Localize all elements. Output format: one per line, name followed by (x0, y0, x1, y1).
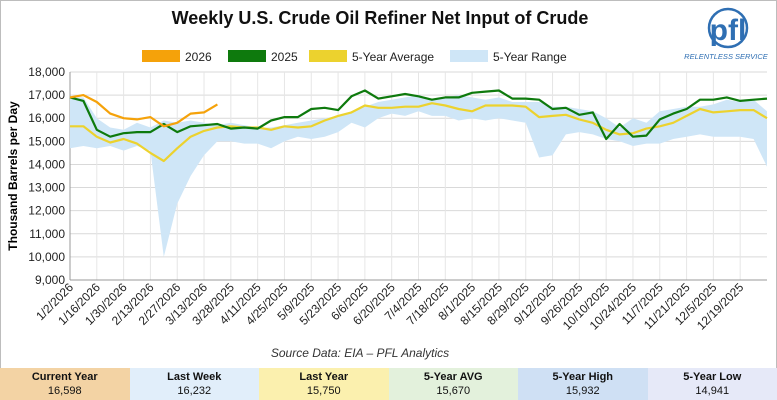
stat-label: Current Year (31, 371, 98, 383)
range-band (70, 95, 767, 257)
y-tick-label: 10,000 (28, 250, 65, 264)
y-axis-label: Thousand Barrels per Day (6, 101, 20, 251)
pfl-logo: pfl RELENTLESS SERVICE (684, 7, 769, 61)
legend-item-2026: 2026 (142, 50, 212, 66)
stat-last-week: Last Week 16,232 (129, 368, 259, 400)
source-note: Source Data: EIA – PFL Analytics (270, 346, 450, 360)
series-lines (69, 89, 768, 163)
legend-label-2025: 2025 (271, 50, 298, 64)
legend-swatch-5yr-average (309, 50, 347, 62)
y-tick-label: 9,000 (35, 273, 65, 287)
series-2025 (69, 89, 768, 141)
y-axis: 9,000 10,000 11,000 12,000 13,000 14,000 15,00… (28, 65, 65, 287)
y-tick-label: 12,000 (28, 204, 65, 218)
stat-value: 16,598 (47, 385, 82, 397)
stat-label: Last Year (299, 371, 349, 383)
logo-ring (707, 7, 749, 49)
y-tick-label: 14,000 (28, 157, 65, 171)
x-axis: 1/2/20261/16/20261/30/20262/13/20262/27/… (33, 280, 746, 333)
series-2026 (69, 93, 218, 128)
legend-swatch-2026 (142, 50, 180, 62)
y-tick-label: 17,000 (28, 88, 65, 102)
legend-swatch-5yr-range (450, 50, 488, 62)
logo-wordmark: pfl (710, 14, 747, 47)
y-tick-label: 15,000 (28, 134, 65, 148)
stat-value: 15,750 (306, 385, 341, 397)
stat-5yr-high: 5-Year High 15,932 (518, 368, 648, 400)
stat-label: 5-Year High (552, 371, 614, 383)
stat-current-year: Current Year 16,598 (0, 368, 130, 400)
stat-last-year: Last Year 15,750 (259, 368, 389, 400)
stat-value: 14,941 (695, 385, 730, 397)
stats-bar: Current Year 16,598 Last Week 16,232 Las… (0, 368, 777, 400)
stat-value: 16,232 (177, 385, 212, 397)
y-tick-label: 18,000 (28, 65, 65, 79)
y-tick-label: 13,000 (28, 181, 65, 195)
legend: 2026 2025 5-Year Average 5-Year Range (0, 50, 777, 66)
legend-item-2025: 2025 (228, 50, 298, 66)
stat-label: 5-Year AVG (423, 371, 483, 383)
legend-label-2026: 2026 (185, 50, 212, 64)
legend-swatch-2025 (228, 50, 266, 62)
legend-item-5yr-average: 5-Year Average (309, 50, 434, 66)
y-tick-label: 11,000 (29, 227, 65, 241)
legend-label-5yr-range: 5-Year Range (493, 50, 567, 64)
logo-tagline: RELENTLESS SERVICE (684, 52, 769, 61)
stat-label: Last Week (167, 371, 222, 383)
legend-label-5yr-average: 5-Year Average (352, 50, 435, 64)
stat-5yr-avg: 5-Year AVG 15,670 (388, 368, 518, 400)
series-5yr-average (70, 102, 768, 163)
stat-value: 15,932 (565, 385, 600, 397)
stat-label: 5-Year Low (683, 371, 742, 383)
y-tick-label: 16,000 (28, 111, 65, 125)
stat-value: 15,670 (436, 385, 471, 397)
stat-5yr-low: 5-Year Low 14,941 (647, 368, 777, 400)
legend-item-5yr-range: 5-Year Range (450, 50, 567, 66)
chart-title: Weekly U.S. Crude Oil Refiner Net Input … (171, 8, 589, 28)
range-band-group (70, 95, 767, 257)
